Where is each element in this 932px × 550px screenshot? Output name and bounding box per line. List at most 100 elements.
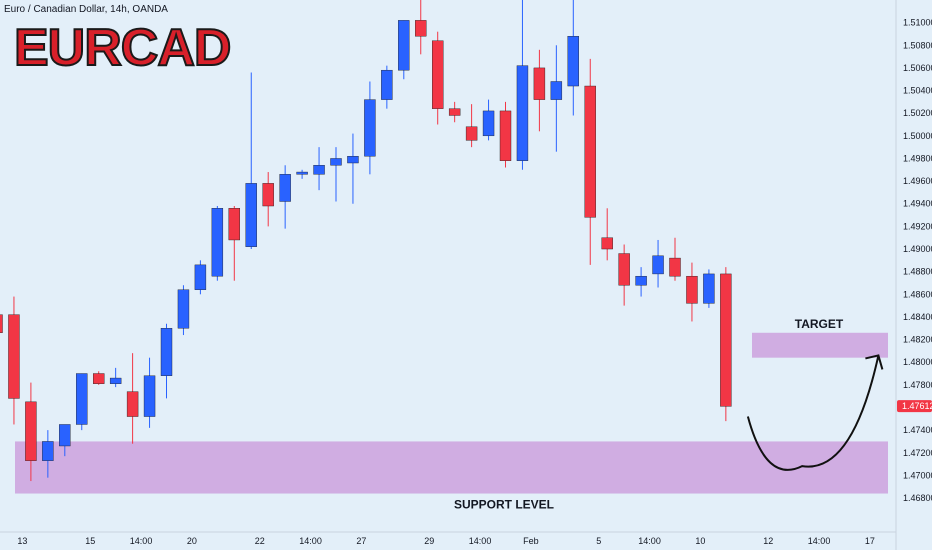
candle[interactable] — [347, 133, 359, 204]
candle[interactable] — [415, 0, 427, 55]
candle-body — [415, 20, 427, 37]
candle-body — [143, 375, 156, 417]
candle[interactable] — [499, 101, 512, 168]
y-tick-label: 1.48000 — [903, 357, 932, 367]
symbol-header: Euro / Canadian Dollar, 14h, OANDA — [4, 4, 168, 15]
candle[interactable] — [279, 165, 291, 229]
candle-body — [194, 264, 207, 290]
candle[interactable] — [92, 371, 105, 385]
candle[interactable] — [567, 0, 579, 116]
candle[interactable] — [364, 81, 376, 175]
candle[interactable] — [686, 262, 698, 322]
candle-body — [381, 69, 393, 100]
candle-body — [686, 275, 698, 304]
candle[interactable] — [533, 49, 546, 132]
candle[interactable] — [211, 206, 224, 281]
candle[interactable] — [720, 267, 732, 422]
candle-body — [0, 314, 3, 333]
candle-body — [228, 208, 241, 241]
y-tick-label: 1.51000 — [903, 18, 932, 28]
y-tick-label: 1.49200 — [903, 221, 932, 231]
target-zone[interactable] — [752, 332, 888, 358]
candle-body — [330, 158, 342, 166]
candle[interactable] — [194, 260, 207, 295]
y-tick-label: 1.48600 — [903, 289, 932, 299]
candle[interactable] — [448, 101, 461, 123]
candle[interactable] — [59, 424, 71, 457]
candle[interactable] — [516, 0, 529, 170]
x-tick-label: 22 — [255, 536, 265, 546]
candle[interactable] — [0, 303, 3, 348]
candle[interactable] — [635, 267, 647, 297]
candle[interactable] — [245, 72, 257, 250]
candle[interactable] — [330, 147, 342, 202]
y-tick-label: 1.48400 — [903, 312, 932, 322]
candle[interactable] — [465, 104, 478, 148]
candle[interactable] — [109, 367, 122, 388]
candle-body — [296, 171, 308, 175]
y-tick-label: 1.46800 — [903, 493, 932, 503]
candle[interactable] — [398, 20, 410, 80]
candle[interactable] — [8, 296, 20, 425]
candle[interactable] — [228, 206, 241, 281]
y-tick-label: 1.50800 — [903, 40, 932, 50]
candle[interactable] — [126, 353, 139, 444]
candle[interactable] — [262, 172, 274, 227]
x-tick-label: 10 — [695, 536, 705, 546]
y-tick-label: 1.47200 — [903, 448, 932, 458]
candle-body — [245, 183, 257, 247]
candle[interactable] — [618, 244, 630, 306]
candle[interactable] — [160, 323, 173, 399]
y-tick-label: 1.49000 — [903, 244, 932, 254]
y-tick-label: 1.50000 — [903, 131, 932, 141]
candle-body — [635, 275, 647, 286]
candle[interactable] — [652, 239, 664, 288]
x-tick-label: 15 — [85, 536, 95, 546]
last-price-tag — [897, 400, 932, 413]
candle[interactable] — [143, 357, 156, 428]
candle[interactable] — [550, 45, 563, 152]
candle-body — [499, 110, 512, 161]
candle-body — [126, 391, 139, 417]
candle-body — [59, 424, 71, 447]
x-tick-label: 14:00 — [130, 536, 153, 546]
candle[interactable] — [432, 31, 444, 125]
candle-body — [25, 401, 37, 461]
x-tick-label: 14:00 — [808, 536, 831, 546]
x-tick-label: 14:00 — [299, 536, 322, 546]
x-tick-label: 27 — [356, 536, 366, 546]
candle-body — [550, 81, 563, 100]
candle[interactable] — [296, 169, 308, 179]
candle-body — [482, 110, 495, 137]
candle[interactable] — [703, 269, 715, 308]
support-zone[interactable] — [15, 441, 888, 494]
y-tick-label: 1.50200 — [903, 108, 932, 118]
candle-body — [211, 208, 224, 277]
candle[interactable] — [313, 147, 325, 191]
candle[interactable] — [25, 382, 37, 482]
candle[interactable] — [669, 237, 681, 281]
candle[interactable] — [601, 208, 613, 261]
candle-body — [618, 253, 630, 286]
candle-body — [8, 314, 20, 399]
candle[interactable] — [42, 430, 54, 478]
candle[interactable] — [177, 285, 190, 336]
candle-body — [703, 273, 715, 304]
candle[interactable] — [381, 65, 393, 109]
x-tick-label: 13 — [17, 536, 27, 546]
candle-body — [601, 237, 613, 250]
candle-body — [262, 183, 274, 207]
x-tick-label: Feb — [523, 536, 539, 546]
candle-body — [42, 441, 54, 461]
candle[interactable] — [584, 58, 596, 265]
candle-body — [448, 108, 461, 116]
y-tick-label: 1.47400 — [903, 425, 932, 435]
candle[interactable] — [482, 99, 495, 141]
candle[interactable] — [76, 373, 88, 431]
support-zone-label: SUPPORT LEVEL — [454, 498, 554, 512]
candle-body — [398, 20, 410, 71]
candle-body — [109, 377, 122, 384]
candle-body — [584, 85, 596, 218]
